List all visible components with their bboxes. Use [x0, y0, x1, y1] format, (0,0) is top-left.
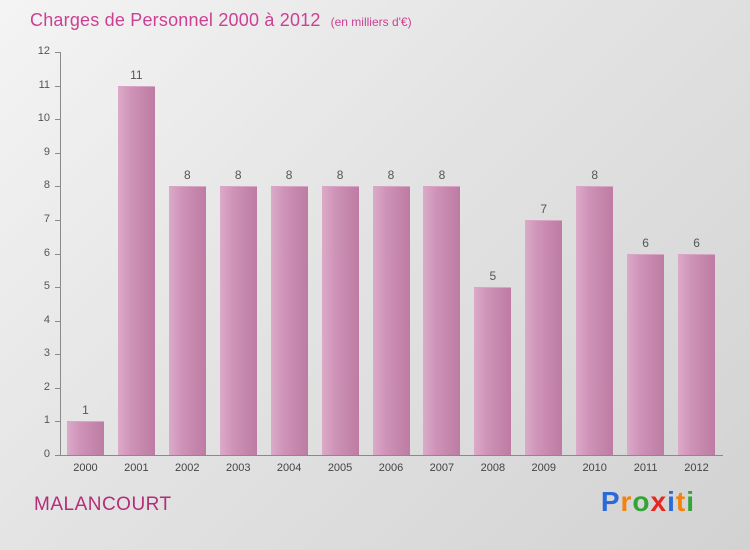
x-tick-label: 2012: [684, 462, 709, 474]
y-tick-label: 5: [43, 280, 50, 293]
y-tick: [55, 320, 60, 322]
logo-letter: i: [667, 486, 676, 517]
y-tick-label: 9: [43, 145, 50, 158]
y-tick: [55, 387, 60, 389]
chart-header: Charges de Personnel 2000 à 2012 (en mill…: [30, 10, 412, 31]
y-tick: [55, 421, 60, 423]
y-axis-line: [60, 52, 61, 456]
bar: [219, 186, 257, 455]
y-tick: [55, 85, 60, 87]
proxiti-logo: Proxiti: [601, 486, 695, 518]
y-tick-label: 2: [43, 380, 50, 393]
bar: [474, 287, 512, 455]
bar: [66, 421, 104, 455]
bar: [168, 186, 206, 455]
y-tick: [55, 119, 60, 121]
bar: [423, 186, 461, 455]
y-tick: [55, 219, 60, 221]
bar: [678, 253, 716, 455]
bar-value-label: 6: [693, 235, 700, 250]
bar: [525, 219, 563, 455]
bar: [372, 186, 410, 455]
bar: [321, 186, 359, 455]
y-tick: [55, 354, 60, 356]
y-tick: [55, 253, 60, 255]
y-tick: [55, 152, 60, 154]
bar-value-label: 8: [336, 168, 344, 183]
x-tick-label: 2011: [633, 462, 658, 474]
bar-value-label: 11: [130, 67, 143, 82]
x-tick-label: 2009: [531, 462, 556, 474]
x-tick-label: 2001: [124, 462, 149, 474]
y-tick-label: 1: [43, 414, 50, 427]
y-tick: [55, 287, 60, 289]
x-tick-label: 2010: [582, 462, 607, 474]
x-tick-label: 2004: [276, 462, 302, 474]
logo-letter: r: [620, 486, 633, 517]
x-tick-label: 2006: [378, 462, 404, 474]
x-tick-label: 2008: [480, 462, 506, 474]
y-tick-label: 6: [43, 246, 50, 259]
y-tick-label: 7: [43, 212, 50, 225]
bar-value-label: 8: [183, 168, 191, 183]
y-tick: [55, 455, 60, 456]
bar-value-label: 5: [489, 269, 497, 284]
bar-value-label: 6: [642, 235, 649, 250]
chart-title: Charges de Personnel 2000 à 2012: [30, 10, 321, 30]
x-axis-line: [60, 455, 723, 456]
x-tick-label: 2007: [429, 462, 455, 474]
y-tick-label: 0: [43, 448, 50, 460]
logo-letter: x: [650, 486, 668, 517]
y-tick-label: 12: [37, 45, 50, 57]
bar-value-label: 8: [591, 168, 599, 183]
bar-value-label: 1: [82, 403, 89, 418]
y-tick: [55, 186, 60, 188]
bar: [270, 186, 308, 455]
logo-letter: P: [600, 486, 621, 517]
x-tick-label: 2002: [175, 462, 200, 474]
y-tick-label: 8: [43, 179, 50, 192]
bar: [117, 85, 155, 455]
bar-value-label: 8: [387, 168, 395, 183]
y-tick-label: 10: [37, 112, 50, 125]
bar-value-label: 8: [438, 168, 446, 183]
bar-value-label: 8: [285, 168, 293, 183]
y-tick-label: 11: [38, 78, 50, 91]
bar-value-label: 7: [540, 201, 548, 216]
logo-letter: t: [675, 486, 687, 517]
x-tick-label: 2003: [225, 462, 251, 474]
y-tick-label: 3: [43, 347, 50, 360]
bar-value-label: 8: [234, 168, 242, 183]
y-tick-label: 4: [43, 313, 50, 326]
logo-letter: o: [632, 486, 651, 517]
bar: [627, 253, 665, 455]
x-tick-label: 2005: [327, 462, 353, 474]
commune-name: MALANCOURT: [34, 494, 172, 515]
chart-subtitle: (en milliers d'€): [330, 15, 412, 29]
bar: [576, 186, 614, 455]
logo-letter: i: [686, 486, 695, 517]
y-tick: [55, 52, 60, 53]
x-tick-label: 2000: [73, 462, 98, 474]
